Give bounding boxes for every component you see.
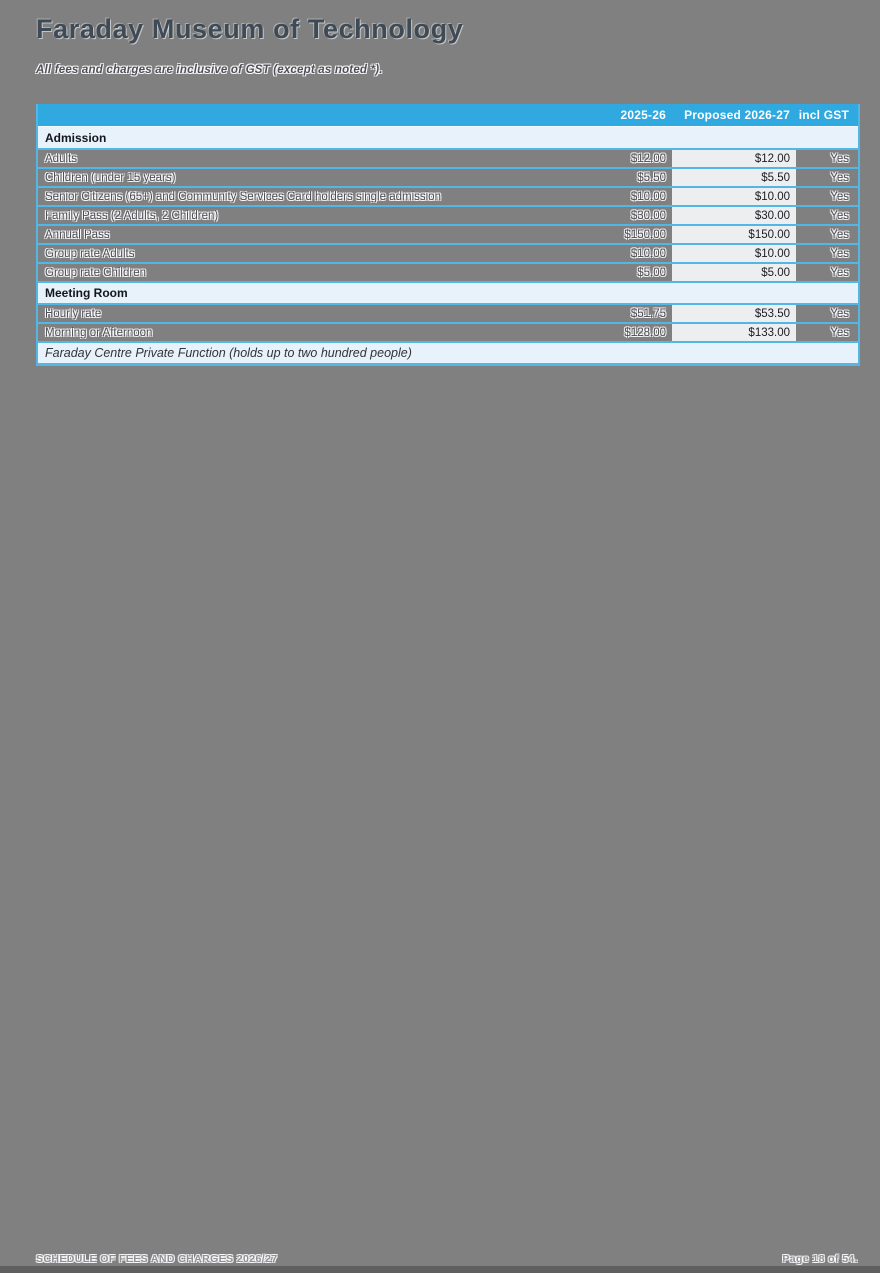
fee-proposed: $150.00 [672,226,796,243]
fee-proposed: $5.50 [672,169,796,186]
fee-current: $30.00 [630,209,666,222]
page-footer: SCHEDULE OF FEES AND CHARGES 2026/27 Pag… [36,1253,858,1265]
fee-proposed: $10.00 [672,245,796,262]
fee-gst: Yes [830,326,849,339]
fee-label: Senior Citizens (65+) and Community Serv… [45,190,441,203]
fee-gst: Yes [830,190,849,203]
table-row: Senior Citizens (65+) and Community Serv… [38,186,858,205]
table-row: Group rate Adults $10.00 $10.00 Yes [38,243,858,262]
col-header-year-current: 2025-26 [620,108,666,122]
footer-document-title: SCHEDULE OF FEES AND CHARGES 2026/27 [36,1253,278,1265]
section-header-meeting-room: Meeting Room [38,281,858,303]
fee-gst: Yes [830,228,849,241]
table-row: Adults $12.00 $12.00 Yes [38,148,858,167]
fee-gst: Yes [830,266,849,279]
fee-gst: Yes [830,209,849,222]
fee-label: Children (under 15 years) [45,171,176,184]
table-row: Group rate Children $5.00 $5.00 Yes [38,262,858,281]
fee-gst: Yes [830,247,849,260]
table-row: Hourly rate $51.75 $53.50 Yes [38,303,858,322]
fee-current: $5.50 [637,171,666,184]
fee-label: Annual Pass [45,228,110,241]
fee-gst: Yes [830,307,849,320]
fee-current: $12.00 [630,152,666,165]
section-header-admission: Admission [38,126,858,148]
fee-proposed: $12.00 [672,150,796,167]
page-number: Page 18 of 54. [782,1253,858,1265]
fee-label: Family Pass (2 Adults, 2 Children) [45,209,219,222]
fee-label: Group rate Children [45,266,146,279]
fee-current: $150.00 [624,228,666,241]
table-note-row: Faraday Centre Private Function (holds u… [38,341,858,363]
col-header-incl-gst: incl GST [798,108,849,122]
fee-label: Hourly rate [45,307,102,320]
fee-proposed: $30.00 [672,207,796,224]
fee-proposed: $10.00 [672,188,796,205]
col-header-year-proposed: Proposed 2026-27 [684,108,790,122]
fee-label: Morning or Afternoon [45,326,153,339]
table-row: Children (under 15 years) $5.50 $5.50 Ye… [38,167,858,186]
fee-label: Group rate Adults [45,247,135,260]
fee-proposed: $133.00 [672,324,796,341]
fee-gst: Yes [830,152,849,165]
fees-table: 2025-26 Proposed 2026-27 incl GST Admiss… [36,104,860,366]
table-row: Family Pass (2 Adults, 2 Children) $30.0… [38,205,858,224]
bottom-bar [0,1266,880,1273]
table-header-row: 2025-26 Proposed 2026-27 incl GST [38,104,858,126]
fee-proposed: $53.50 [672,305,796,322]
table-row: Morning or Afternoon $128.00 $133.00 Yes [38,322,858,341]
gst-note: All fees and charges are inclusive of GS… [36,64,383,76]
fee-current: $128.00 [624,326,666,339]
table-row: Annual Pass $150.00 $150.00 Yes [38,224,858,243]
fee-current: $10.00 [630,190,666,203]
page-title: Faraday Museum of Technology [36,14,464,44]
fee-proposed: $5.00 [672,264,796,281]
fee-current: $10.00 [630,247,666,260]
fee-label: Adults [45,152,77,165]
fee-current: $5.00 [637,266,666,279]
fee-gst: Yes [830,171,849,184]
fee-current: $51.75 [630,307,666,320]
